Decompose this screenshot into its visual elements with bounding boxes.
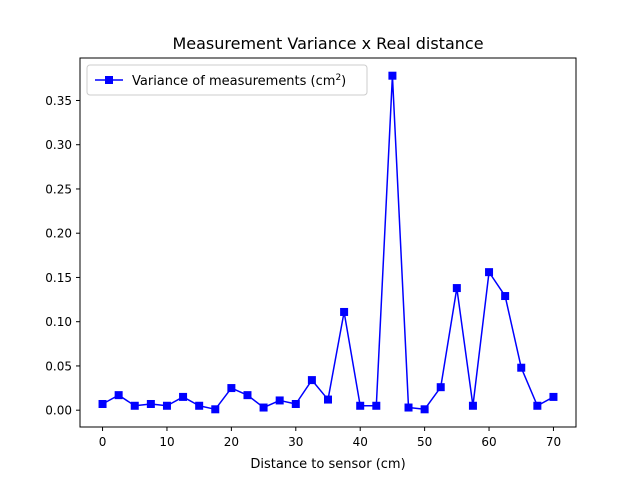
y-tick-label: 0.25 [45, 182, 72, 196]
series-layer [98, 71, 558, 414]
y-axis: 0.00 0.05 0.10 0.15 0.20 0.25 0.30 0.35 [45, 94, 80, 418]
x-axis: 0 10 20 30 40 50 60 70 [99, 427, 561, 449]
data-point [549, 392, 558, 401]
data-point [340, 307, 349, 316]
data-point [468, 401, 477, 410]
x-tick-label: 0 [99, 435, 107, 449]
data-point [179, 392, 188, 401]
y-tick-label: 0.35 [45, 94, 72, 108]
data-point [485, 268, 494, 277]
x-tick-label: 70 [546, 435, 561, 449]
data-point [420, 405, 429, 414]
x-tick-label: 40 [353, 435, 368, 449]
data-point [291, 399, 300, 408]
y-tick-label: 0.15 [45, 271, 72, 285]
x-tick-label: 50 [417, 435, 432, 449]
legend-entry-text: Variance of measurements (cm [132, 74, 335, 89]
x-tick-label: 10 [159, 435, 174, 449]
data-point [130, 401, 139, 410]
data-point [243, 391, 252, 400]
x-tick-label: 20 [224, 435, 239, 449]
data-point [195, 401, 204, 410]
data-point [404, 403, 413, 412]
y-tick-label: 0.20 [45, 227, 72, 241]
plot-background [80, 58, 576, 427]
legend-entry-label: Variance of measurements (cm2) [132, 73, 346, 89]
data-point [436, 383, 445, 392]
data-point [275, 396, 284, 405]
data-point [517, 363, 526, 372]
y-tick-label: 0.05 [45, 359, 72, 373]
data-point [452, 284, 461, 293]
data-point [162, 401, 171, 410]
data-point [307, 376, 316, 385]
legend-entry-close: ) [341, 74, 346, 89]
legend-entry-superscript: 2 [335, 73, 341, 83]
x-axis-label: Distance to sensor (cm) [250, 457, 405, 472]
legend-box [86, 64, 368, 96]
data-point [146, 399, 155, 408]
data-point [533, 401, 542, 410]
data-point [114, 391, 123, 400]
legend: Variance of measurements (cm2) [86, 64, 368, 96]
y-tick-label: 0.30 [45, 138, 72, 152]
data-point [259, 403, 268, 412]
data-point [211, 405, 220, 414]
plot-frame [79, 57, 577, 428]
data-point [227, 384, 236, 393]
plot-area [80, 58, 576, 427]
data-point [356, 401, 365, 410]
data-point [388, 71, 397, 80]
y-tick-label: 0.00 [45, 404, 72, 418]
data-point [372, 401, 381, 410]
x-tick-label: 60 [481, 435, 496, 449]
legend-marker-swatch [105, 76, 113, 84]
data-point [98, 399, 107, 408]
data-point [501, 292, 510, 301]
x-tick-label: 30 [288, 435, 303, 449]
chart-title: Measurement Variance x Real distance [172, 34, 483, 53]
data-point [324, 395, 332, 404]
y-tick-label: 0.10 [45, 315, 72, 329]
